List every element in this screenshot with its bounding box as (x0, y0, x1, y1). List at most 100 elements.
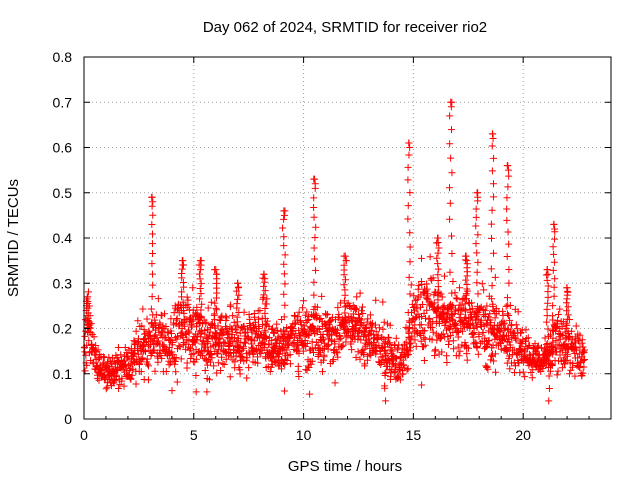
data-point (294, 345, 302, 353)
data-point (203, 334, 211, 342)
data-point (256, 345, 264, 353)
data-point (219, 338, 227, 346)
data-point (572, 346, 580, 354)
data-point (315, 325, 323, 333)
data-point (152, 311, 160, 319)
data-point (412, 314, 420, 322)
data-point (375, 324, 383, 332)
data-point (430, 299, 438, 307)
data-point (434, 234, 442, 242)
data-point (239, 344, 247, 352)
data-point (488, 352, 496, 360)
data-point (178, 303, 186, 311)
data-point (286, 334, 294, 342)
data-point (259, 274, 267, 282)
data-point (504, 183, 512, 191)
data-point (512, 321, 520, 329)
data-point (252, 318, 260, 326)
data-point (240, 338, 248, 346)
data-point (433, 314, 441, 322)
data-point (485, 336, 493, 344)
data-point (504, 166, 512, 174)
data-point (102, 385, 110, 393)
data-point (83, 293, 91, 301)
data-point (254, 359, 262, 367)
data-point (236, 370, 244, 378)
data-point (341, 303, 349, 311)
data-point (197, 328, 205, 336)
data-point (217, 325, 225, 333)
data-point (131, 350, 139, 358)
data-point (304, 332, 312, 340)
data-point (254, 353, 262, 361)
data-point (234, 295, 242, 303)
data-point (461, 300, 469, 308)
data-point (405, 151, 413, 159)
data-point (310, 305, 318, 313)
data-point (440, 272, 448, 280)
data-point (173, 378, 181, 386)
data-point (456, 284, 464, 292)
data-point (486, 310, 494, 318)
data-point (484, 340, 492, 348)
data-point (420, 334, 428, 342)
data-point (116, 381, 124, 389)
data-point (261, 275, 269, 283)
data-point (192, 372, 200, 380)
data-point (549, 312, 557, 320)
data-point (291, 319, 299, 327)
data-point (280, 387, 288, 395)
data-point (329, 357, 337, 365)
data-point (312, 223, 320, 231)
data-point (280, 215, 288, 223)
data-point (423, 285, 431, 293)
data-point (550, 220, 558, 228)
data-point (168, 350, 176, 358)
data-point (434, 283, 442, 291)
data-point (228, 325, 236, 333)
axis-ticks (83, 56, 611, 420)
data-point (300, 326, 308, 334)
data-point (310, 325, 318, 332)
data-point (105, 353, 113, 361)
data-point (342, 276, 350, 284)
data-point (299, 304, 307, 312)
data-point (334, 353, 342, 361)
data-point (552, 348, 560, 356)
data-point (162, 334, 170, 342)
data-point (148, 319, 156, 327)
data-point (237, 353, 245, 361)
data-point (229, 312, 237, 320)
data-point (381, 346, 389, 354)
data-point (379, 298, 387, 306)
data-point (313, 314, 321, 322)
data-point (490, 249, 498, 257)
data-point (369, 319, 377, 327)
y-tick-label: 0.1 (53, 366, 73, 382)
data-point (235, 343, 243, 351)
data-point (385, 334, 393, 342)
grid (84, 57, 611, 419)
data-point (268, 357, 276, 365)
data-point (295, 326, 303, 334)
data-point (463, 280, 471, 288)
data-point (248, 328, 256, 336)
data-point (437, 334, 445, 342)
data-point (294, 362, 302, 370)
data-point (562, 335, 570, 343)
data-point (476, 339, 484, 347)
data-point (472, 319, 480, 327)
data-point (550, 258, 558, 266)
data-point (477, 316, 485, 324)
data-point (473, 302, 481, 310)
data-point (472, 240, 480, 248)
data-point (162, 367, 170, 375)
data-point (558, 323, 566, 331)
data-point (309, 323, 317, 331)
data-point (351, 306, 359, 314)
data-point (220, 361, 228, 369)
y-tick-label: 0.5 (53, 185, 73, 201)
data-point (484, 365, 492, 373)
data-point (211, 322, 219, 330)
data-point (394, 372, 402, 380)
